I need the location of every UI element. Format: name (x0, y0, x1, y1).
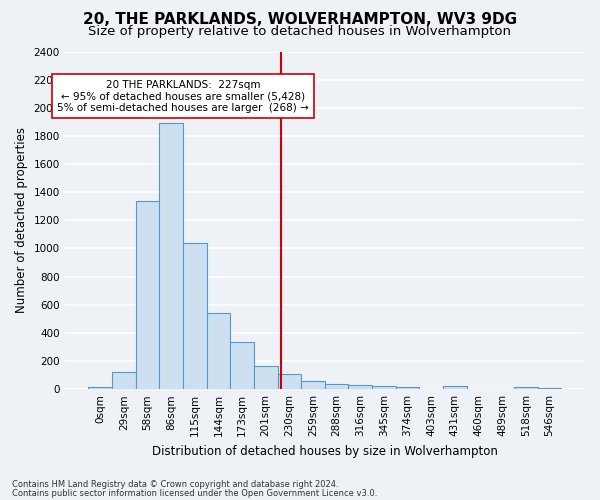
Bar (230, 342, 254, 389)
Text: Contains public sector information licensed under the Open Government Licence v3: Contains public sector information licen… (12, 489, 377, 498)
Bar (136, 200, 159, 389)
Bar (206, 313, 230, 389)
Bar (372, 386, 396, 389)
Bar (88, 387, 112, 389)
Bar (514, 387, 538, 389)
Text: 20 THE PARKLANDS:  227sqm
← 95% of detached houses are smaller (5,428)
5% of sem: 20 THE PARKLANDS: 227sqm ← 95% of detach… (57, 80, 309, 113)
Bar (325, 384, 349, 389)
Bar (443, 386, 467, 389)
Bar (254, 366, 278, 389)
Bar (538, 388, 562, 389)
Text: 20, THE PARKLANDS, WOLVERHAMPTON, WV3 9DG: 20, THE PARKLANDS, WOLVERHAMPTON, WV3 9D… (83, 12, 517, 28)
Bar (183, 243, 206, 389)
Bar (159, 124, 183, 389)
X-axis label: Distribution of detached houses by size in Wolverhampton: Distribution of detached houses by size … (152, 444, 498, 458)
Bar (396, 387, 419, 389)
Bar (112, 372, 136, 389)
Y-axis label: Number of detached properties: Number of detached properties (15, 128, 28, 314)
Text: Size of property relative to detached houses in Wolverhampton: Size of property relative to detached ho… (89, 25, 511, 38)
Bar (349, 385, 372, 389)
Bar (301, 380, 325, 389)
Text: Contains HM Land Registry data © Crown copyright and database right 2024.: Contains HM Land Registry data © Crown c… (12, 480, 338, 489)
Bar (278, 374, 301, 389)
